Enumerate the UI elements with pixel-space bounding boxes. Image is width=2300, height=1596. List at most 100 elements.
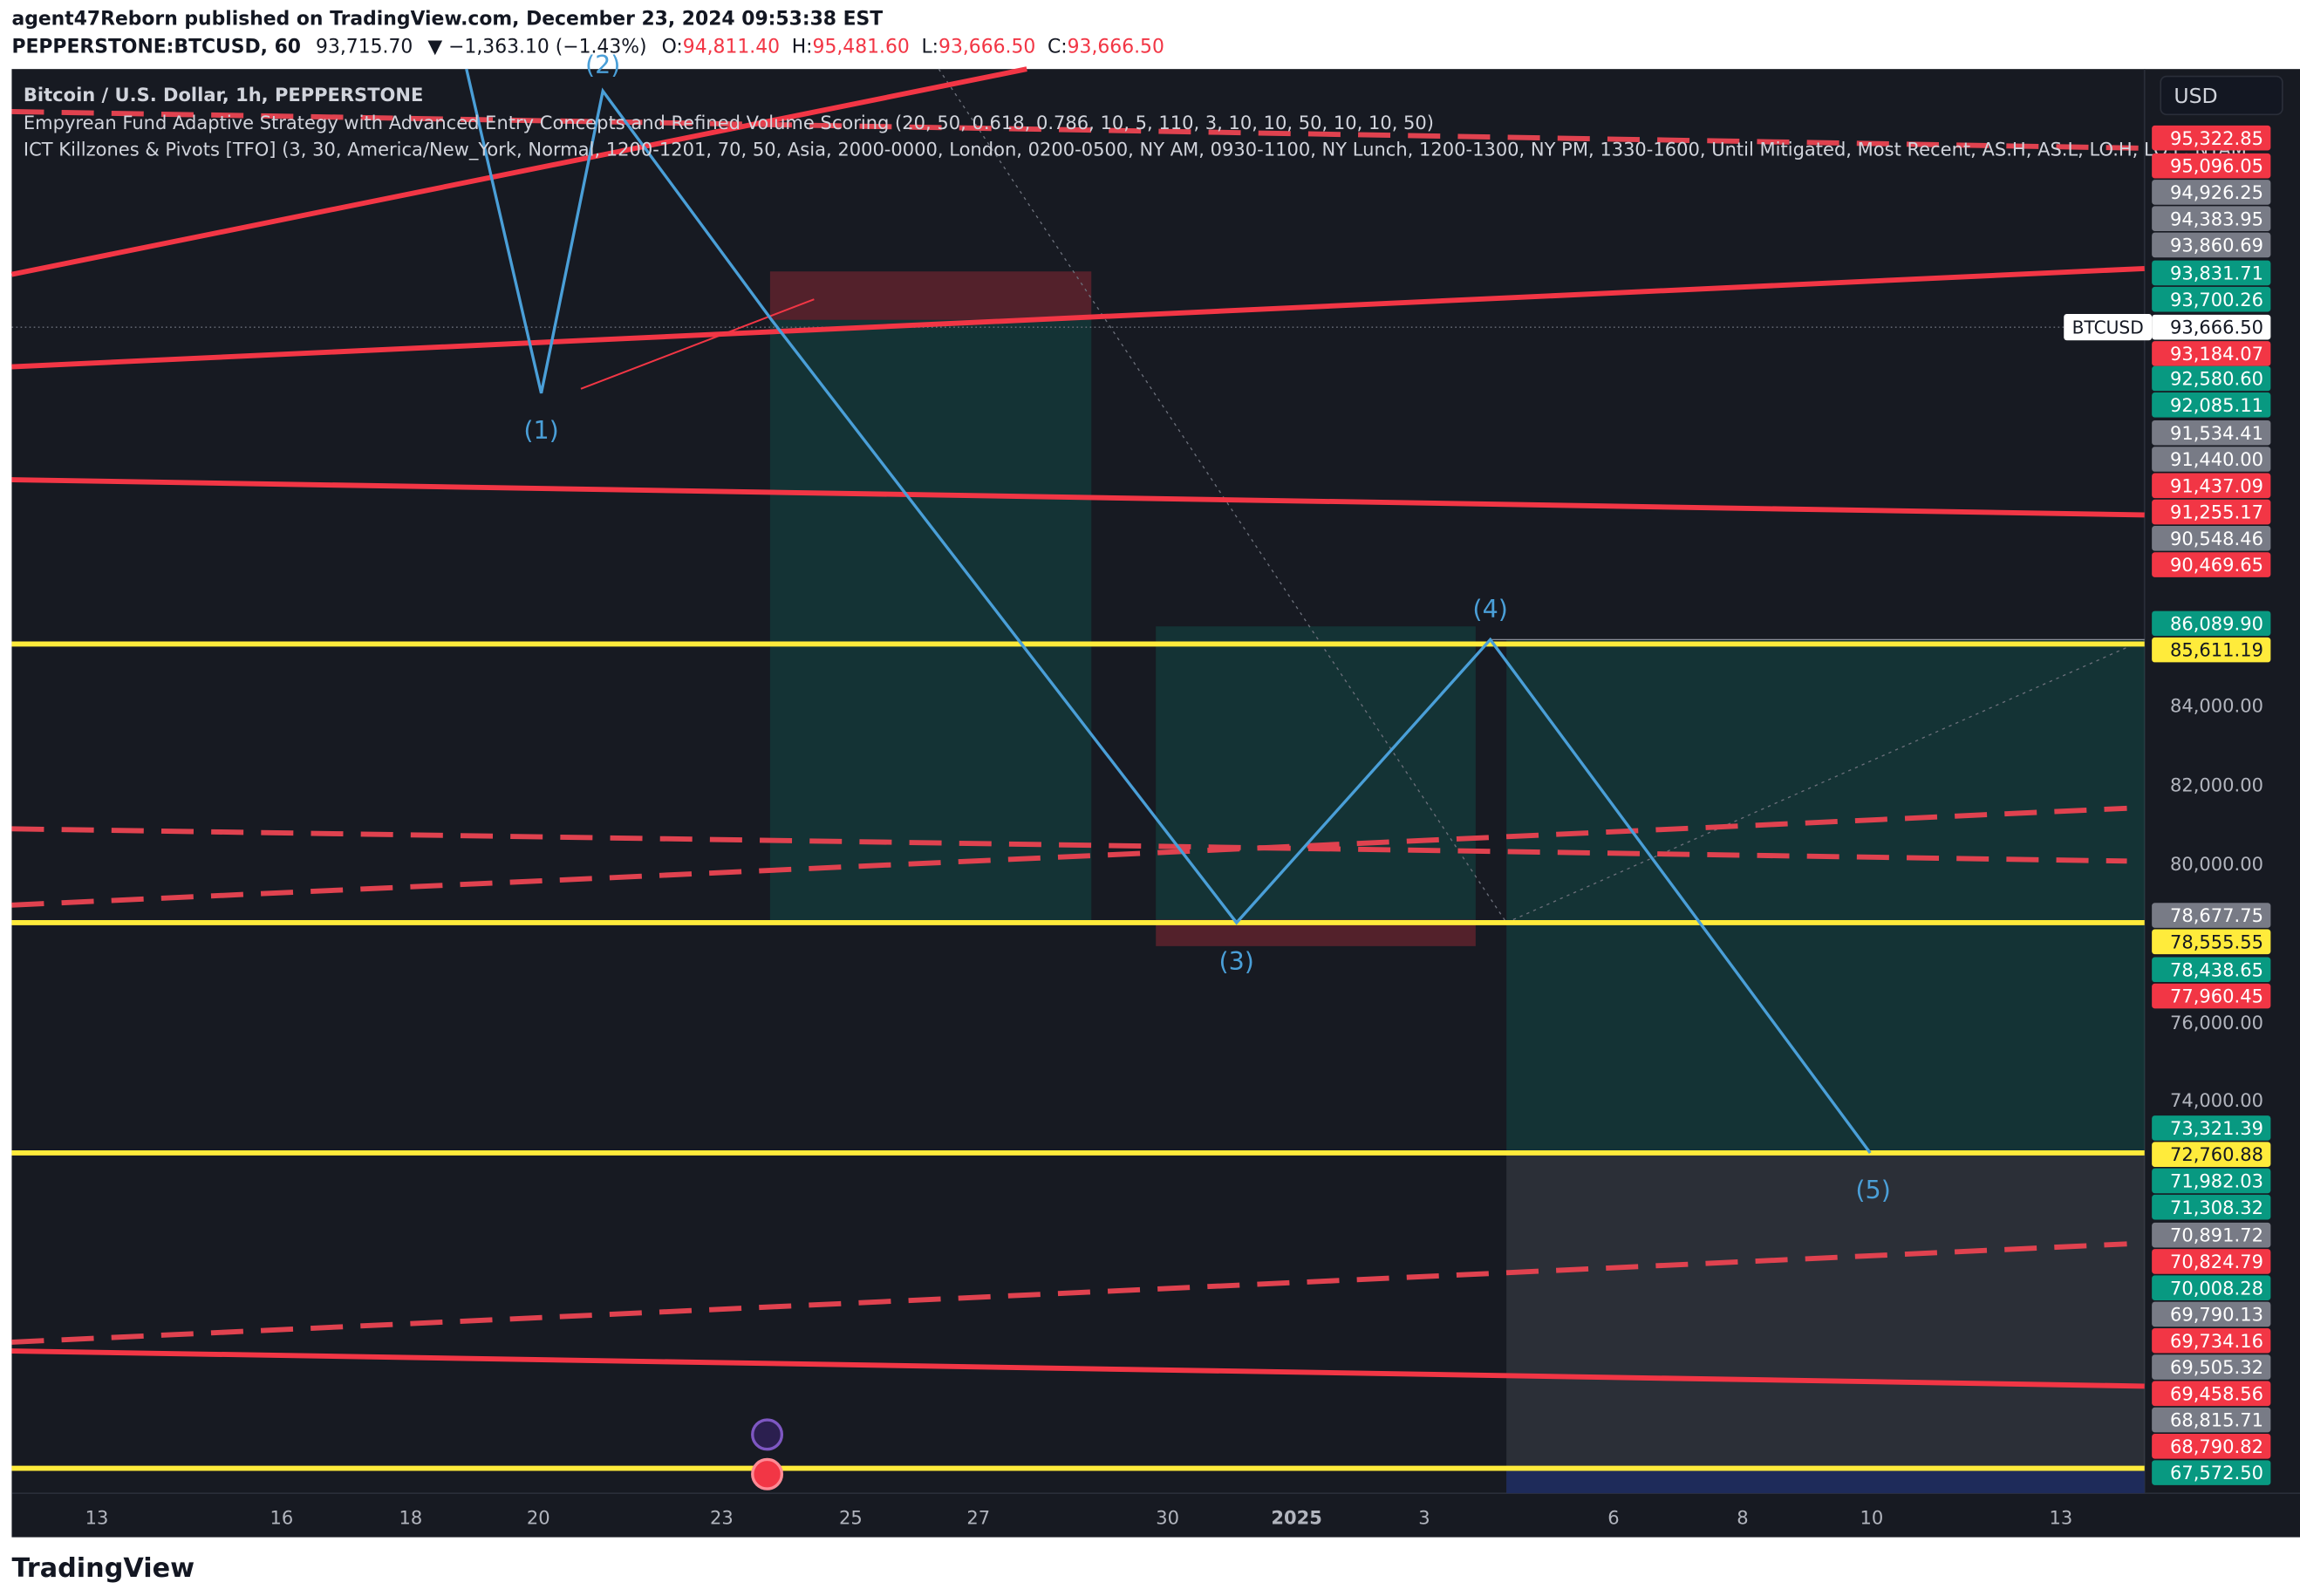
price-label-box [2152, 1381, 2271, 1407]
price-label-box [2152, 1301, 2271, 1327]
dashed-line [11, 805, 2127, 908]
event-icon[interactable] [751, 1418, 784, 1451]
trend-line [10, 66, 1027, 277]
price-label-box [2152, 341, 2271, 366]
time-label: 8 [1737, 1506, 1748, 1528]
price-label: 67,572.50 [2170, 1462, 2263, 1483]
time-label: 3 [1418, 1506, 1430, 1528]
price-label-box [2152, 552, 2271, 577]
event-icon[interactable] [751, 1457, 784, 1490]
target-zone [1156, 626, 1476, 920]
price-label: 85,611.19 [2170, 639, 2263, 661]
dashed-line [11, 1241, 2127, 1345]
price-label: 94,383.95 [2170, 208, 2263, 229]
price-label: 78,438.65 [2170, 958, 2263, 980]
price-label: 90,548.46 [2170, 528, 2263, 549]
ohlc-label: C: [1048, 37, 1068, 58]
legend-indicator: Empyrean Fund Adaptive Strategy with Adv… [24, 112, 1434, 133]
price-label-box [2152, 260, 2271, 286]
price-label-box [2152, 499, 2271, 525]
price-label-box [2152, 392, 2271, 418]
time-label: 10 [1860, 1506, 1884, 1528]
price-label: 69,734.16 [2170, 1330, 2263, 1352]
price-label-box [2152, 610, 2271, 637]
price-label: 69,505.32 [2170, 1356, 2263, 1378]
price-label-box [2152, 286, 2271, 312]
price-label: 68,815.71 [2170, 1409, 2263, 1431]
last-price: 93,715.70 [316, 37, 413, 58]
ohlc-label: O: [662, 37, 683, 58]
currency-label: USD [2174, 84, 2217, 108]
stop-zone [769, 271, 1092, 320]
price-label: 93,666.50 [2170, 317, 2263, 338]
projection-zone [1506, 1468, 2145, 1494]
price-label-box [2152, 1115, 2271, 1141]
dashed-line [11, 108, 2145, 151]
trend-line [11, 477, 2145, 518]
price-label: 78,555.55 [2170, 931, 2263, 952]
publisher: agent47Reborn published on TradingView.c… [11, 9, 883, 31]
time-label: 13 [85, 1506, 109, 1528]
price-label: 69,790.13 [2170, 1304, 2263, 1326]
price-label: 68,790.82 [2170, 1436, 2263, 1457]
symbol: PEPPERSTONE:BTCUSD, 60 [11, 37, 301, 58]
time-label: 2025 [1271, 1506, 1322, 1528]
price-label: 69,458.56 [2170, 1382, 2263, 1404]
price-label-box [2152, 314, 2271, 340]
trend-line [580, 298, 815, 390]
time-label: 20 [527, 1506, 550, 1528]
ohlc-value: 95,481.60 [813, 37, 910, 58]
price-label: 71,308.32 [2170, 1197, 2263, 1218]
price-label: 71,982.03 [2170, 1170, 2263, 1192]
currency-button[interactable] [2160, 75, 2283, 116]
price-label: 95,322.85 [2170, 127, 2263, 149]
ohlc-value: 93,666.50 [1068, 37, 1164, 58]
wave-label: (3) [1218, 946, 1253, 976]
price-label: 91,440.00 [2170, 448, 2263, 470]
price-label-box [2152, 1249, 2271, 1274]
time-label: 25 [839, 1506, 863, 1528]
guide-line [1505, 638, 2146, 924]
price-label-box [2152, 153, 2271, 179]
price-label-box [2152, 419, 2271, 446]
price-label-box [2152, 232, 2271, 258]
dashed-line [11, 826, 2127, 864]
time-label: 27 [966, 1506, 990, 1528]
ohlc-label: L: [921, 37, 938, 58]
price-label: 72,760.88 [2170, 1143, 2263, 1165]
price-label-box [2152, 1434, 2271, 1459]
price-label: 73,321.39 [2170, 1117, 2263, 1139]
footer-logo[interactable]: TradingView [11, 1553, 195, 1584]
price-label: 76,000.00 [2170, 1012, 2263, 1033]
price-label-box [2152, 1354, 2271, 1380]
legend-title: Bitcoin / U.S. Dollar, 1h, PEPPERSTONE [24, 84, 423, 106]
wave-label: (2) [585, 50, 620, 79]
price-label: 93,700.26 [2170, 289, 2263, 310]
price-label-box [2152, 125, 2271, 151]
wave-label: (4) [1472, 594, 1507, 624]
price-label-box [2152, 1275, 2271, 1301]
ohlc-value: 93,666.50 [938, 37, 1035, 58]
chart-area [11, 69, 2145, 1494]
price-label-box [2152, 637, 2271, 663]
symbol-tag-label: BTCUSD [2072, 317, 2144, 338]
trend-lines [10, 66, 2145, 1389]
price-label: 70,008.28 [2170, 1277, 2263, 1299]
price-label-box [2152, 180, 2271, 205]
projection-zone [1506, 1152, 2145, 1494]
wave-path [465, 68, 1872, 1154]
trend-line [11, 1348, 2145, 1389]
price-label-box [2152, 1168, 2271, 1194]
symbol-line: PEPPERSTONE:BTCUSD, 60 93,715.70 ▼ −1,36… [11, 37, 1164, 58]
price-label: 91,437.09 [2170, 474, 2263, 496]
time-label: 23 [710, 1506, 734, 1528]
dashed-lines [11, 108, 2145, 1345]
price-label-box [2152, 1142, 2271, 1167]
price-label: 93,184.07 [2170, 343, 2263, 365]
price-label: 90,469.65 [2170, 554, 2263, 576]
price-label: 93,860.69 [2170, 235, 2263, 256]
levels [11, 641, 2145, 1471]
price-label: 92,580.60 [2170, 368, 2263, 390]
price-label-box [2152, 929, 2271, 955]
